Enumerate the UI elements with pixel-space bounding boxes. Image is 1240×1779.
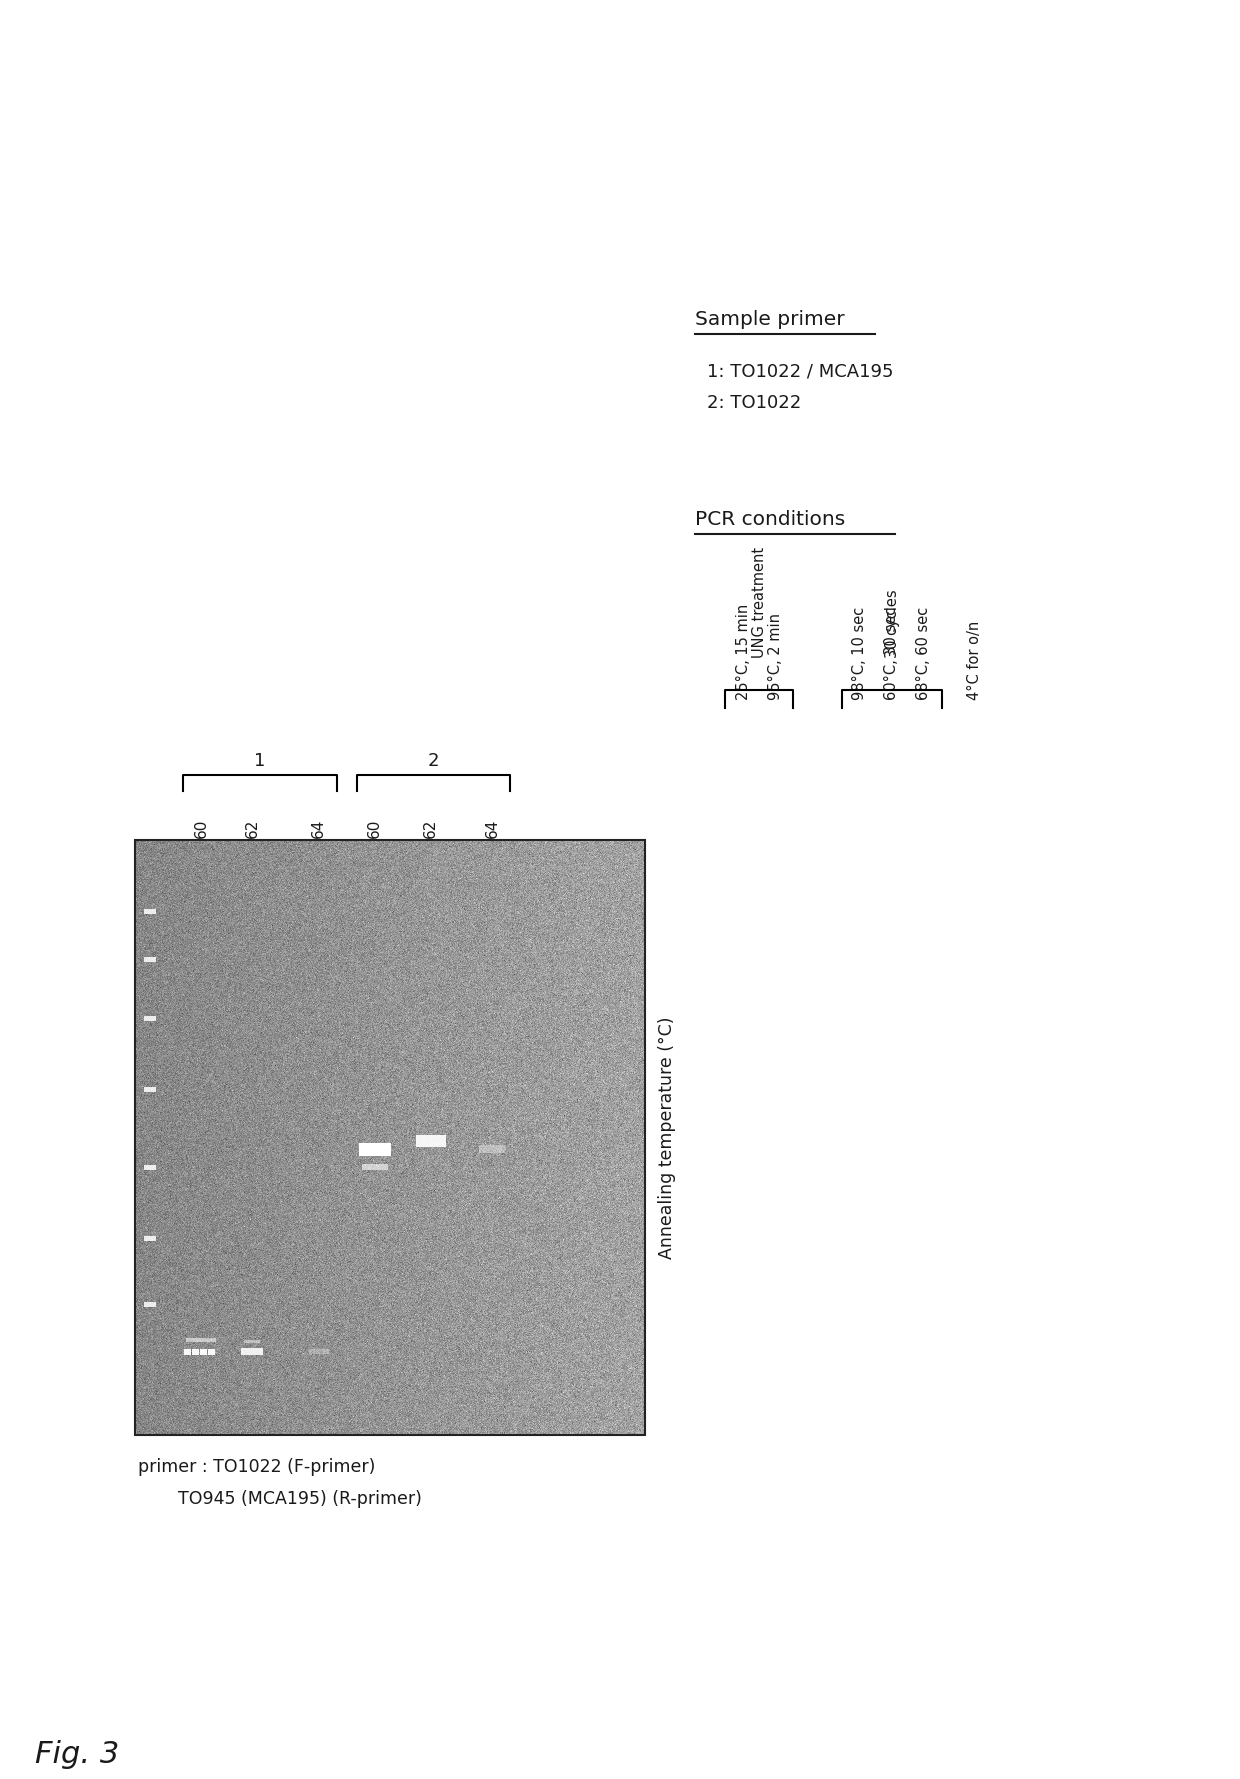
Bar <box>358 1142 391 1156</box>
Text: 2: TO1022: 2: TO1022 <box>707 393 801 413</box>
Text: 68°C, 60 sec: 68°C, 60 sec <box>916 607 931 699</box>
Bar <box>415 1135 446 1147</box>
Text: Sample primer: Sample primer <box>694 310 844 329</box>
Text: TO945 (MCA195) (R-primer): TO945 (MCA195) (R-primer) <box>179 1491 422 1509</box>
Text: 95°C, 2 min: 95°C, 2 min <box>768 614 782 699</box>
Text: 64: 64 <box>485 818 500 838</box>
Text: 25°C, 15 min: 25°C, 15 min <box>735 603 750 699</box>
Text: Fig. 3: Fig. 3 <box>35 1740 119 1768</box>
Text: 4°C for o/n: 4°C for o/n <box>966 621 982 699</box>
Text: 64: 64 <box>311 818 326 838</box>
Text: 62: 62 <box>244 818 260 838</box>
Text: 1: TO1022 / MCA195: 1: TO1022 / MCA195 <box>707 361 894 381</box>
Text: 2: 2 <box>428 753 439 770</box>
Bar <box>135 840 645 1436</box>
Text: 60°C, 30 sec: 60°C, 30 sec <box>884 607 899 699</box>
Bar <box>208 1348 215 1354</box>
Text: 60: 60 <box>367 818 382 838</box>
Text: 60: 60 <box>193 818 208 838</box>
Bar <box>362 1165 388 1171</box>
Bar <box>309 1348 329 1354</box>
Text: primer : TO1022 (F-primer): primer : TO1022 (F-primer) <box>138 1459 376 1477</box>
Bar <box>184 1348 191 1354</box>
Bar <box>144 1016 156 1021</box>
Text: 62: 62 <box>423 818 438 838</box>
Bar <box>144 1236 156 1242</box>
Bar <box>242 1348 263 1356</box>
Bar <box>244 1340 260 1343</box>
Text: 1: 1 <box>254 753 265 770</box>
Bar <box>192 1348 198 1354</box>
Bar <box>144 909 156 914</box>
Bar <box>144 957 156 961</box>
Text: UNG treatment: UNG treatment <box>751 546 766 658</box>
Text: PCR conditions: PCR conditions <box>694 511 846 528</box>
Bar <box>479 1146 505 1153</box>
Bar <box>200 1348 207 1354</box>
Bar <box>144 1087 156 1092</box>
Text: 98°C, 10 sec: 98°C, 10 sec <box>853 607 868 699</box>
Bar <box>144 1165 156 1171</box>
Text: Annealing temperature (°C): Annealing temperature (°C) <box>658 1016 676 1260</box>
Text: 30 cycles: 30 cycles <box>884 589 899 658</box>
Bar <box>186 1338 216 1341</box>
Bar <box>144 1302 156 1306</box>
